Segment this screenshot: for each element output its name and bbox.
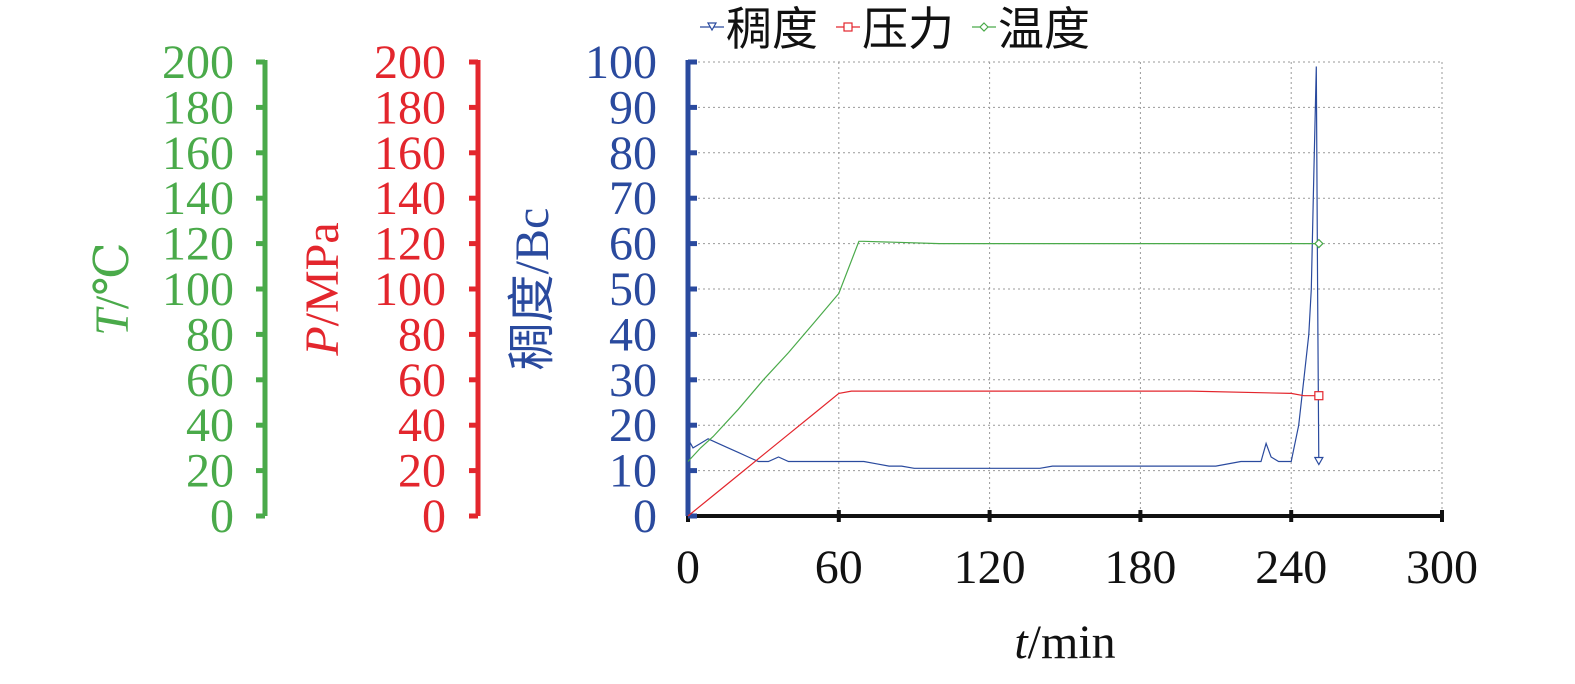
- x-tick-label: 0: [676, 541, 700, 594]
- pressure-tick-label: 80: [398, 308, 446, 361]
- temperature-tick-label: 160: [162, 127, 234, 180]
- x-tick-label: 60: [815, 541, 863, 594]
- consistency-tick-label: 80: [609, 127, 657, 180]
- pressure-tick-label: 180: [374, 81, 446, 134]
- consistency-tick-label: 50: [609, 263, 657, 316]
- temperature-tick-label: 0: [210, 490, 234, 543]
- x-axis-title-unit: /min: [1028, 616, 1116, 669]
- temperature-tick-label: 180: [162, 81, 234, 134]
- pressure-tick-label: 60: [398, 354, 446, 407]
- pressure-tick-label: 140: [374, 172, 446, 225]
- pressure-axis-title-unit: /MPa: [296, 222, 349, 326]
- temperature-axis-title: T/℃: [86, 242, 139, 336]
- consistency-tick-label: 90: [609, 81, 657, 134]
- temperature-tick-label: 40: [186, 399, 234, 452]
- pressure-tick-label: 200: [374, 36, 446, 89]
- legend-label: 压力: [862, 4, 954, 55]
- series-line-consistency: [687, 66, 1320, 469]
- series-end-marker-consistency: [1313, 456, 1324, 466]
- consistency-axis-title: 稠度/Bc: [506, 208, 559, 371]
- x-axis-title: t/min: [1014, 616, 1115, 669]
- temperature-tick-label: 140: [162, 172, 234, 225]
- pressure-tick-label: 100: [374, 263, 446, 316]
- pressure-tick-label: 120: [374, 218, 446, 271]
- pressure-axis-title: P/MPa: [296, 222, 349, 356]
- temperature-tick-label: 200: [162, 36, 234, 89]
- legend-marker: [979, 22, 989, 32]
- legend-label: 温度: [998, 4, 1090, 55]
- grid: [688, 61, 1443, 516]
- temperature-axis-title-unit: /℃: [86, 242, 139, 309]
- series-end-marker-temperature: [1313, 238, 1324, 249]
- pressure-axis-title-var: P: [296, 326, 349, 356]
- consistency-tick-label: 10: [609, 445, 657, 498]
- x-tick-label: 180: [1104, 541, 1176, 594]
- temperature-axis-title-var: T: [86, 306, 139, 336]
- series-line-pressure: [687, 390, 1319, 517]
- legend-marker: [706, 22, 718, 32]
- x-tick-label: 120: [954, 541, 1026, 594]
- legend: 稠度 压力 温度: [700, 4, 1090, 55]
- pressure-tick-label: 20: [398, 445, 446, 498]
- consistency-tick-label: 30: [609, 354, 657, 407]
- series-line-temperature: [687, 240, 1319, 462]
- consistency-tick-label: 60: [609, 218, 657, 271]
- series-end-marker-pressure: [1314, 391, 1324, 401]
- consistency-tick-label: 70: [609, 172, 657, 225]
- temperature-tick-label: 80: [186, 308, 234, 361]
- legend-marker: [843, 22, 853, 32]
- consistency-tick-label: 0: [633, 490, 657, 543]
- pressure-tick-label: 0: [422, 490, 446, 543]
- legend-label: 稠度: [726, 4, 818, 55]
- temperature-tick-label: 120: [162, 218, 234, 271]
- consistency-tick-label: 100: [585, 36, 657, 89]
- pressure-tick-label: 160: [374, 127, 446, 180]
- temperature-tick-label: 100: [162, 263, 234, 316]
- temperature-tick-label: 60: [186, 354, 234, 407]
- x-axis-title-var: t: [1014, 616, 1029, 669]
- pressure-tick-label: 40: [398, 399, 446, 452]
- axes: 0 60 120 180 240 300t/min01020304050607080901…: [86, 36, 1478, 669]
- x-tick-label: 240: [1255, 541, 1327, 594]
- x-tick-label: 300: [1406, 541, 1478, 594]
- consistency-tick-label: 40: [609, 308, 657, 361]
- consistency-tick-label: 20: [609, 399, 657, 452]
- temperature-tick-label: 20: [186, 445, 234, 498]
- series: [687, 66, 1324, 517]
